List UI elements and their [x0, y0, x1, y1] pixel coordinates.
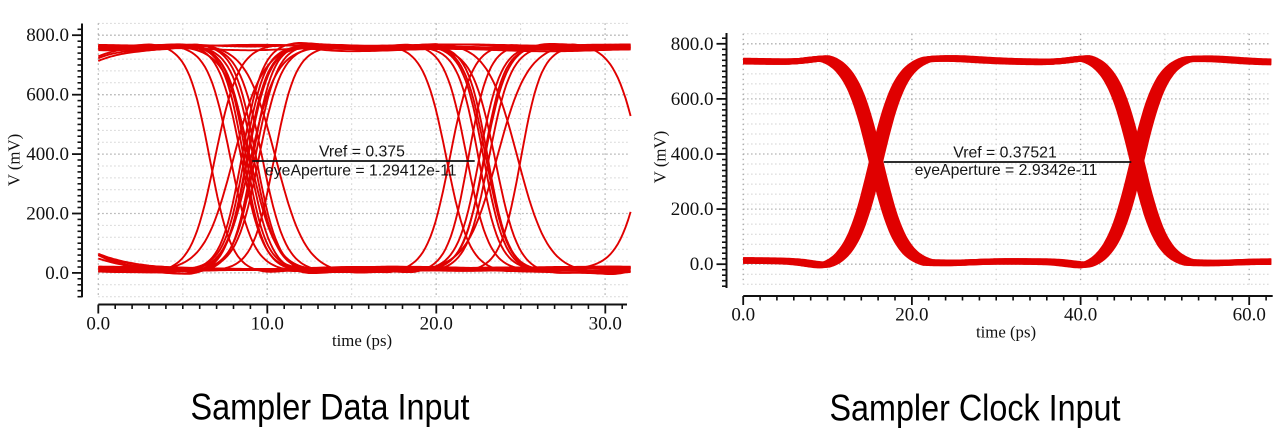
svg-text:20.0: 20.0 [420, 314, 453, 335]
svg-text:0.0: 0.0 [690, 254, 714, 275]
svg-text:time (ps): time (ps) [332, 331, 392, 350]
svg-text:600.0: 600.0 [671, 89, 714, 110]
svg-text:Sampler Clock Input: Sampler Clock Input [830, 388, 1122, 429]
svg-text:0.0: 0.0 [731, 305, 755, 326]
svg-text:Sampler Data Input: Sampler Data Input [191, 387, 471, 428]
svg-text:0.0: 0.0 [86, 314, 110, 335]
svg-text:eyeAperture = 2.9342e-11: eyeAperture = 2.9342e-11 [915, 162, 1098, 179]
svg-text:eyeAperture = 1.29412e-11: eyeAperture = 1.29412e-11 [265, 162, 457, 179]
svg-text:800.0: 800.0 [671, 34, 714, 55]
svg-text:800.0: 800.0 [26, 25, 69, 46]
svg-text:Vref = 0.37521: Vref = 0.37521 [953, 145, 1057, 162]
svg-text:20.0: 20.0 [895, 305, 928, 326]
svg-text:60.0: 60.0 [1233, 305, 1266, 326]
svg-text:400.0: 400.0 [26, 144, 69, 165]
svg-text:time (ps): time (ps) [976, 323, 1036, 342]
svg-text:V (mV): V (mV) [4, 134, 23, 186]
svg-text:0.0: 0.0 [45, 263, 69, 284]
svg-text:200.0: 200.0 [671, 199, 714, 220]
svg-text:600.0: 600.0 [26, 85, 69, 106]
svg-text:10.0: 10.0 [251, 314, 284, 335]
svg-text:400.0: 400.0 [671, 144, 714, 165]
svg-text:200.0: 200.0 [26, 204, 69, 225]
svg-text:V (mV): V (mV) [651, 131, 670, 183]
svg-text:30.0: 30.0 [589, 314, 622, 335]
svg-text:40.0: 40.0 [1064, 305, 1097, 326]
svg-text:Vref = 0.375: Vref = 0.375 [319, 144, 405, 161]
